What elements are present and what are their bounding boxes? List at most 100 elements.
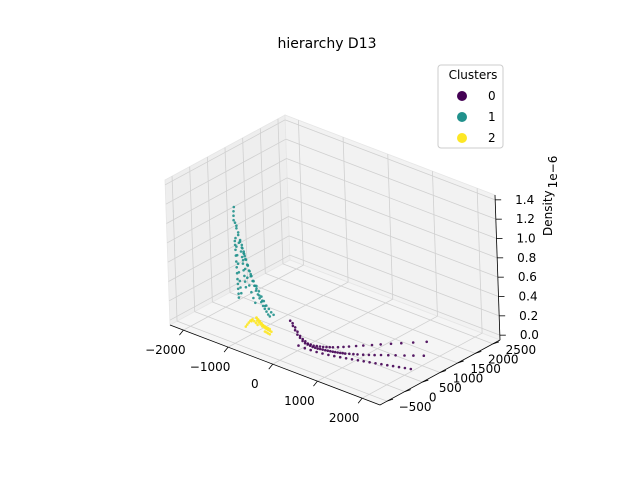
scatter-points [232, 205, 429, 371]
data-point-cluster-1 [260, 295, 263, 298]
y-tick-label: 2500 [506, 343, 537, 357]
data-point-cluster-0 [362, 344, 365, 347]
data-point-cluster-0 [338, 355, 342, 359]
data-point-cluster-0 [328, 345, 332, 349]
data-point-cluster-1 [232, 205, 236, 209]
data-point-cluster-1 [235, 271, 239, 275]
legend-title: Clusters [449, 68, 498, 82]
legend: Clusters 0 1 2 [437, 64, 504, 149]
data-point-cluster-0 [324, 348, 327, 352]
data-point-cluster-0 [336, 351, 340, 354]
grid-line-z [285, 138, 496, 220]
legend-label-0: 0 [488, 89, 496, 103]
data-point-cluster-0 [303, 346, 307, 350]
x-tick-mark [223, 346, 229, 353]
x-tick-mark [357, 397, 363, 404]
data-point-cluster-1 [243, 254, 246, 258]
data-point-cluster-1 [237, 241, 241, 245]
x-tick-label: 0 [251, 377, 259, 391]
data-point-cluster-2 [259, 323, 262, 326]
data-point-cluster-1 [233, 243, 237, 247]
y-tick-label: 500 [439, 381, 462, 395]
data-point-cluster-1 [269, 311, 273, 314]
data-point-cluster-2 [255, 316, 258, 320]
data-point-cluster-1 [250, 290, 253, 294]
data-point-cluster-0 [400, 341, 403, 345]
data-point-cluster-0 [425, 340, 429, 344]
grid-line-z [166, 177, 288, 244]
y-tick-label: 1000 [453, 372, 484, 386]
data-point-cluster-1 [234, 248, 237, 252]
data-point-cluster-0 [333, 350, 337, 354]
data-point-cluster-1 [236, 282, 240, 286]
data-point-cluster-1 [266, 313, 270, 316]
data-point-cluster-0 [326, 349, 330, 353]
data-point-cluster-1 [232, 218, 235, 222]
data-point-cluster-1 [268, 315, 272, 318]
data-point-cluster-1 [254, 289, 258, 292]
data-point-cluster-0 [344, 357, 348, 360]
data-point-cluster-1 [235, 260, 238, 263]
grid-line-y [176, 320, 388, 402]
grid-line-z [287, 196, 498, 278]
data-point-cluster-0 [352, 352, 355, 356]
data-point-cluster-1 [258, 297, 261, 300]
data-point-cluster-0 [291, 324, 295, 328]
x-tick-label: 2000 [329, 411, 360, 425]
data-point-cluster-1 [241, 258, 245, 262]
data-point-cluster-0 [343, 352, 347, 355]
z-tick-label: 0.6 [518, 270, 537, 284]
data-point-cluster-0 [321, 352, 324, 355]
data-point-cluster-1 [244, 258, 248, 262]
x-tick-label: −2000 [145, 343, 186, 357]
data-point-cluster-0 [374, 362, 377, 365]
data-point-cluster-0 [379, 353, 383, 357]
data-point-cluster-1 [251, 279, 255, 283]
grid-line-z [169, 254, 291, 321]
data-point-cluster-0 [298, 334, 302, 338]
data-point-cluster-1 [267, 307, 271, 311]
data-point-cluster-1 [242, 269, 245, 272]
data-point-cluster-1 [263, 307, 267, 311]
grid-line-z [289, 254, 500, 336]
y-tick-mark [492, 341, 500, 345]
data-point-cluster-2 [244, 325, 248, 328]
data-point-cluster-0 [368, 361, 371, 364]
data-point-cluster-2 [255, 319, 259, 322]
grid-line-z [168, 216, 289, 282]
data-point-cluster-2 [253, 319, 256, 323]
data-point-cluster-0 [412, 354, 415, 357]
x-tick-mark [268, 363, 274, 370]
y-tick-mark [439, 370, 447, 373]
y-tick-mark [404, 389, 411, 392]
data-point-cluster-1 [265, 310, 268, 313]
data-point-cluster-0 [296, 333, 299, 336]
data-point-cluster-0 [389, 342, 393, 346]
data-point-cluster-1 [242, 252, 246, 256]
data-point-cluster-0 [298, 336, 302, 340]
data-point-cluster-0 [338, 351, 342, 355]
data-point-cluster-0 [313, 346, 317, 350]
data-point-cluster-0 [342, 345, 345, 349]
grid-line-z [286, 158, 497, 239]
x-axis-line [169, 324, 381, 406]
data-point-cluster-0 [306, 342, 310, 345]
data-point-cluster-1 [232, 210, 235, 213]
data-point-cluster-0 [321, 345, 325, 349]
data-point-cluster-1 [258, 294, 261, 297]
data-point-cluster-0 [386, 363, 389, 367]
z-tick-label: 1.4 [515, 193, 534, 207]
data-point-cluster-1 [244, 285, 248, 289]
data-point-cluster-0 [362, 360, 366, 363]
grid-line-y [282, 263, 494, 345]
data-point-cluster-2 [250, 320, 253, 323]
data-point-cluster-0 [297, 344, 300, 347]
data-point-cluster-1 [240, 243, 244, 247]
data-point-cluster-1 [236, 233, 240, 237]
data-point-cluster-0 [315, 344, 319, 348]
data-point-cluster-1 [236, 277, 239, 281]
data-point-cluster-0 [387, 353, 390, 357]
data-point-cluster-0 [309, 343, 313, 346]
data-point-cluster-0 [333, 354, 336, 358]
